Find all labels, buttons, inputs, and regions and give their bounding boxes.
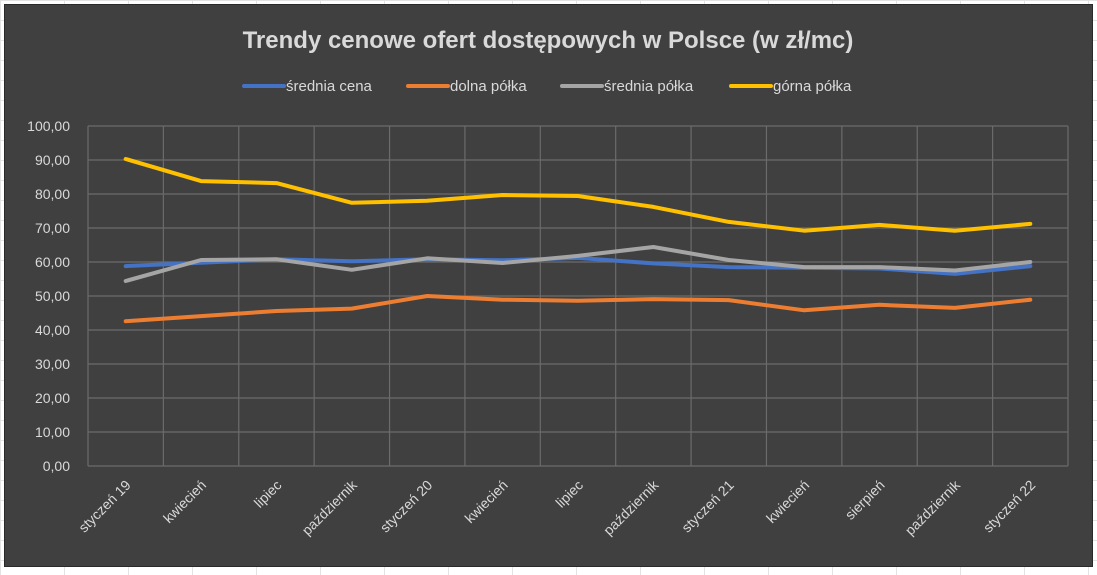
y-tick-label: 10,00 [35, 424, 70, 440]
legend: średnia cena dolna półka średnia półka górn… [242, 78, 852, 95]
series-lines [123, 157, 1033, 324]
y-tick-label: 50,00 [35, 288, 70, 304]
legend-label: górna półka [773, 78, 852, 95]
x-tick-label: styczeń 19 [75, 477, 134, 536]
x-tick-label: kwiecień [461, 477, 510, 526]
series-line-4[interactable] [123, 157, 1033, 233]
legend-label: średnia półka [604, 78, 694, 95]
y-tick-label: 60,00 [35, 254, 70, 270]
x-tick-label: styczeń 20 [377, 477, 436, 536]
x-tick-label: styczeń 22 [980, 477, 1039, 536]
y-tick-label: 100,00 [27, 118, 70, 134]
chart-title: Trendy cenowe ofert dostępowych w Polsce… [243, 27, 854, 54]
y-tick-label: 80,00 [35, 186, 70, 202]
series-line-3[interactable] [123, 245, 1033, 283]
y-tick-label: 0,00 [43, 458, 70, 474]
x-tick-label: kwiecień [160, 477, 209, 526]
x-tick-label: styczeń 21 [678, 477, 737, 536]
y-tick-label: 90,00 [35, 152, 70, 168]
series-line-2[interactable] [123, 294, 1033, 324]
x-tick-label: lipiec [251, 477, 285, 511]
y-tick-label: 40,00 [35, 322, 70, 338]
y-tick-label: 30,00 [35, 356, 70, 372]
x-tick-label: październik [600, 476, 662, 538]
x-tick-label: sierpień [842, 477, 888, 523]
x-axis: styczeń 19 kwiecień lipiec październik stycz… [75, 476, 1038, 538]
y-tick-label: 20,00 [35, 390, 70, 406]
x-tick-label: kwiecień [763, 477, 812, 526]
y-axis: 0,00 10,00 20,00 30,00 40,00 50,00 60,00 70,00 8… [27, 118, 70, 474]
x-tick-label: lipiec [552, 477, 586, 511]
x-tick-label: październik [902, 476, 964, 538]
legend-label: dolna półka [450, 78, 527, 95]
x-tick-label: październik [299, 476, 361, 538]
gridlines [87, 125, 1069, 467]
y-tick-label: 70,00 [35, 220, 70, 236]
legend-label: średnia cena [286, 78, 373, 95]
chart-area[interactable] [4, 4, 1093, 567]
